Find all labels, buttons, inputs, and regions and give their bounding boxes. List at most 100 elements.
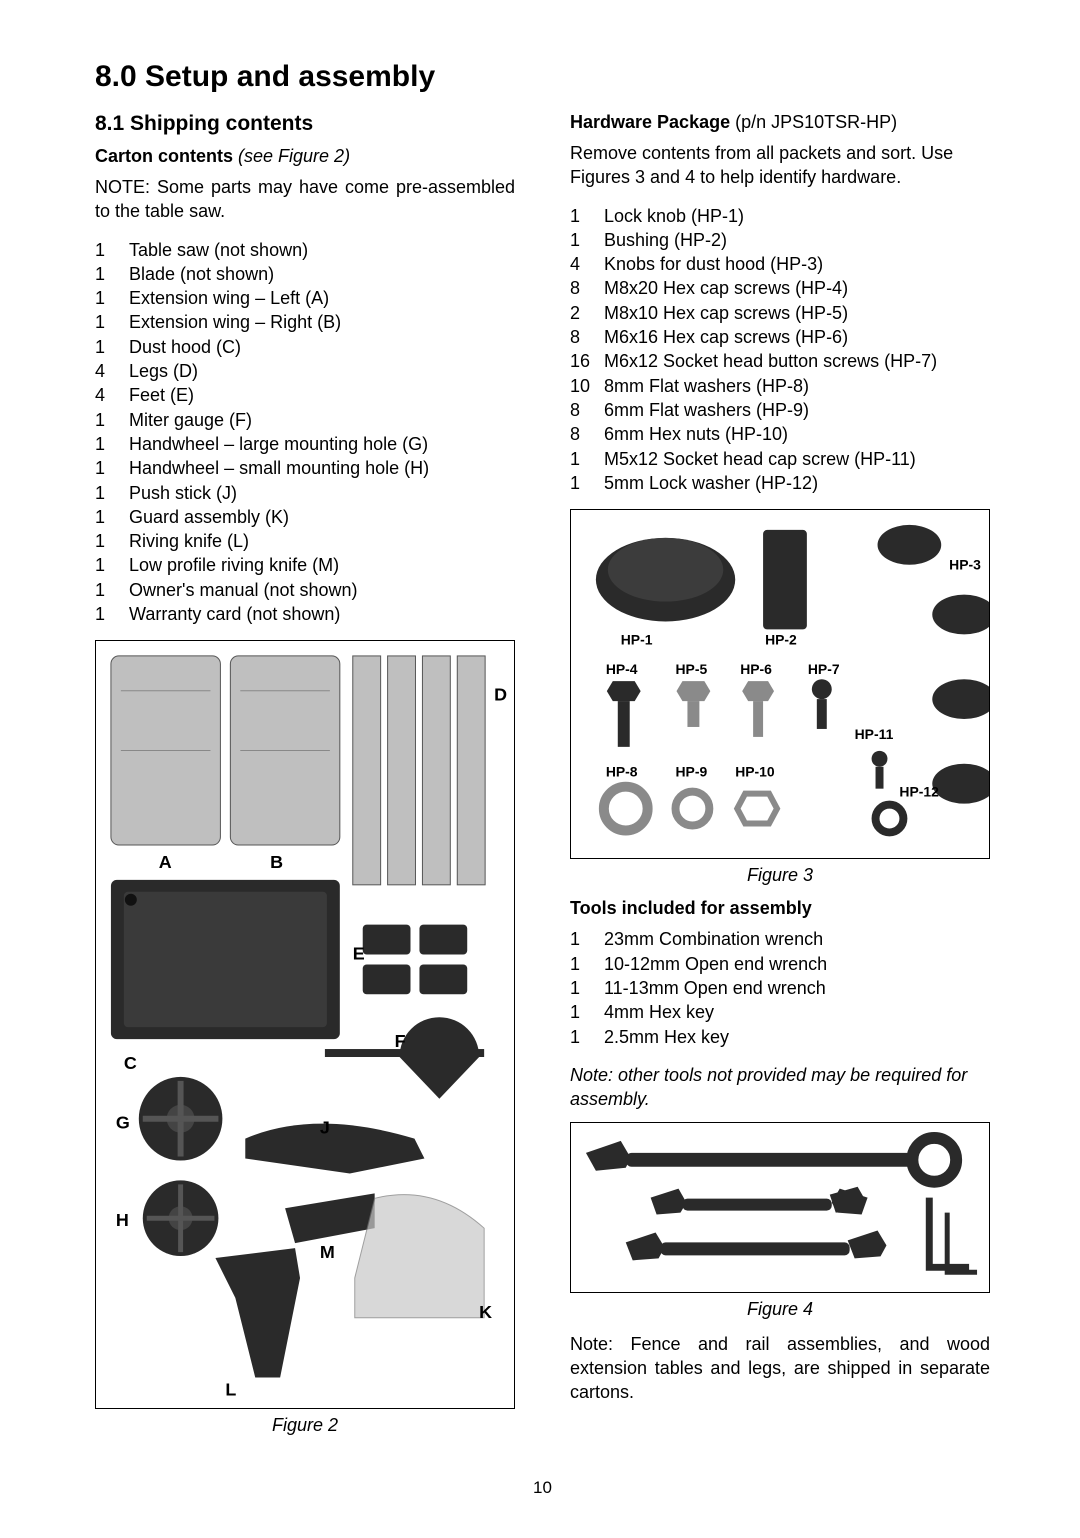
list-item-desc: Extension wing – Left (A) [129, 286, 329, 310]
figure-2-caption: Figure 2 [95, 1415, 515, 1436]
list-item-desc: Table saw (not shown) [129, 238, 308, 262]
list-item-desc: Guard assembly (K) [129, 505, 289, 529]
list-item-desc: Dust hood (C) [129, 335, 241, 359]
svg-text:D: D [494, 685, 507, 705]
list-item: 123mm Combination wrench [570, 927, 990, 951]
list-item-qty: 1 [570, 228, 604, 252]
list-item-desc: 11-13mm Open end wrench [604, 976, 826, 1000]
tools-heading-bold: Tools included for assembly [570, 898, 812, 918]
list-item-desc: Miter gauge (F) [129, 408, 252, 432]
list-item-qty: 1 [95, 505, 129, 529]
list-item: 1Blade (not shown) [95, 262, 515, 286]
list-item: 1Push stick (J) [95, 481, 515, 505]
hw-label-rest: (p/n JPS10TSR-HP) [730, 112, 897, 132]
list-item: 1Guard assembly (K) [95, 505, 515, 529]
list-item-qty: 8 [570, 325, 604, 349]
list-item-desc: Knobs for dust hood (HP-3) [604, 252, 823, 276]
tools-heading: Tools included for assembly [570, 898, 990, 919]
list-item-desc: 23mm Combination wrench [604, 927, 823, 951]
hardware-package-label: Hardware Package (p/n JPS10TSR-HP) [570, 112, 990, 133]
list-item-desc: M6x16 Hex cap screws (HP-6) [604, 325, 848, 349]
list-item-qty: 8 [570, 276, 604, 300]
list-item: 16M6x12 Socket head button screws (HP-7) [570, 349, 990, 373]
list-item-desc: Legs (D) [129, 359, 198, 383]
list-item-desc: 6mm Flat washers (HP-9) [604, 398, 809, 422]
list-item-qty: 1 [570, 1025, 604, 1049]
list-item-qty: 1 [570, 447, 604, 471]
figure-4-image [570, 1122, 990, 1293]
svg-text:K: K [479, 1302, 492, 1322]
list-item-desc: Bushing (HP-2) [604, 228, 727, 252]
list-item-qty: 1 [570, 976, 604, 1000]
final-note: Note: Fence and rail assemblies, and woo… [570, 1332, 990, 1405]
list-item: 1M5x12 Socket head cap screw (HP-11) [570, 447, 990, 471]
svg-text:A: A [159, 852, 172, 872]
list-item: 12.5mm Hex key [570, 1025, 990, 1049]
two-column-layout: 8.1 Shipping contents Carton contents (s… [95, 112, 990, 1448]
list-item-qty: 1 [570, 927, 604, 951]
list-item-desc: Low profile riving knife (M) [129, 553, 339, 577]
tools-list: 123mm Combination wrench110-12mm Open en… [570, 927, 990, 1048]
list-item: 14mm Hex key [570, 1000, 990, 1024]
svg-text:HP-3: HP-3 [949, 557, 981, 573]
svg-text:E: E [353, 944, 365, 964]
list-item: 86mm Hex nuts (HP-10) [570, 422, 990, 446]
page-container: 8.0 Setup and assembly 8.1 Shipping cont… [0, 0, 1080, 1538]
list-item-desc: Warranty card (not shown) [129, 602, 340, 626]
list-item-desc: Handwheel – small mounting hole (H) [129, 456, 429, 480]
list-item-desc: Lock knob (HP-1) [604, 204, 744, 228]
list-item-desc: 2.5mm Hex key [604, 1025, 729, 1049]
list-item-qty: 1 [95, 238, 129, 262]
svg-text:HP-6: HP-6 [740, 661, 772, 677]
list-item: 1Low profile riving knife (M) [95, 553, 515, 577]
list-item-qty: 1 [570, 204, 604, 228]
list-item: 4Legs (D) [95, 359, 515, 383]
svg-text:C: C [124, 1053, 137, 1073]
list-item: 1Miter gauge (F) [95, 408, 515, 432]
figure-3-caption: Figure 3 [570, 865, 990, 886]
list-item-qty: 16 [570, 349, 604, 373]
svg-text:M: M [320, 1242, 335, 1262]
left-column: 8.1 Shipping contents Carton contents (s… [95, 112, 515, 1448]
list-item-desc: Blade (not shown) [129, 262, 274, 286]
list-item-desc: Handwheel – large mounting hole (G) [129, 432, 428, 456]
hw-label-bold: Hardware Package [570, 112, 730, 132]
list-item: 1Handwheel – small mounting hole (H) [95, 456, 515, 480]
list-item-desc: 4mm Hex key [604, 1000, 714, 1024]
list-item: 1Dust hood (C) [95, 335, 515, 359]
list-item-qty: 8 [570, 398, 604, 422]
list-item: 2M8x10 Hex cap screws (HP-5) [570, 301, 990, 325]
list-item-qty: 1 [95, 602, 129, 626]
note-text: NOTE: Some parts may have come pre-assem… [95, 175, 515, 224]
list-item-desc: 10-12mm Open end wrench [604, 952, 827, 976]
list-item: 1Lock knob (HP-1) [570, 204, 990, 228]
svg-text:HP-12: HP-12 [899, 784, 939, 800]
svg-text:HP-4: HP-4 [606, 661, 638, 677]
list-item: 110-12mm Open end wrench [570, 952, 990, 976]
list-item-desc: M6x12 Socket head button screws (HP-7) [604, 349, 937, 373]
main-heading: 8.0 Setup and assembly [95, 60, 990, 94]
list-item: 1Table saw (not shown) [95, 238, 515, 262]
list-item-qty: 1 [95, 456, 129, 480]
list-item: 111-13mm Open end wrench [570, 976, 990, 1000]
carton-contents-label: Carton contents (see Figure 2) [95, 146, 515, 167]
list-item-qty: 1 [95, 310, 129, 334]
list-item: 15mm Lock washer (HP-12) [570, 471, 990, 495]
list-item-qty: 10 [570, 374, 604, 398]
svg-text:F: F [395, 1031, 406, 1051]
list-item: 1Extension wing – Left (A) [95, 286, 515, 310]
svg-text:HP-2: HP-2 [765, 632, 797, 648]
list-item-qty: 4 [95, 359, 129, 383]
list-item: 4Feet (E) [95, 383, 515, 407]
list-item-qty: 4 [95, 383, 129, 407]
svg-text:G: G [116, 1113, 130, 1133]
list-item-qty: 1 [95, 481, 129, 505]
list-item: 108mm Flat washers (HP-8) [570, 374, 990, 398]
list-item-desc: Extension wing – Right (B) [129, 310, 341, 334]
sub-heading: 8.1 Shipping contents [95, 112, 515, 136]
list-item: 1Extension wing – Right (B) [95, 310, 515, 334]
hw-intro-text: Remove contents from all packets and sor… [570, 141, 990, 190]
figure-2-image: D A B C E F [95, 640, 515, 1408]
svg-text:H: H [116, 1211, 129, 1231]
list-item-desc: Riving knife (L) [129, 529, 249, 553]
